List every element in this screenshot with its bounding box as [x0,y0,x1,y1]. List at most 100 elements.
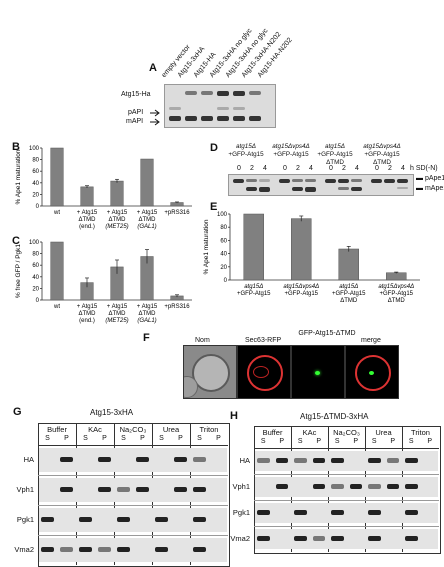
sp-label: S [260,438,266,445]
y-tick-label: 100 [217,212,228,218]
bar [291,218,312,281]
x-tick-label: ΔTMD [138,311,156,317]
y-tick-label: 80 [220,225,227,231]
y-tick-label: 60 [32,169,39,175]
band [257,536,270,541]
timepoint-label: 4 [309,165,313,172]
timepoint-label: 4 [401,165,405,172]
x-tick-label: wt [53,304,60,310]
band [136,457,149,462]
f-title-gfp: GFP-Atg15-ΔTMD [298,330,356,337]
bar [243,213,264,281]
x-tick-label: atg15Δvps4Δ [283,284,319,290]
time-unit-label: h SD(-N) [410,165,438,172]
y-tick-label: 100 [29,146,40,152]
y-tick-label: 40 [220,252,227,258]
band [98,487,111,492]
y-tick-label: 0 [36,298,40,304]
row-label: Pgk1 [232,508,250,517]
group-label: atg15Δvps4Δ [363,143,401,150]
group-label: atg15Δ [325,143,345,150]
sp-label: S [334,438,340,445]
x-tick-label: ΔTMD [78,217,96,223]
row-label-atg15-ha: Atg15-Ha [121,91,151,98]
band [368,458,381,463]
band [331,536,344,541]
y-axis-label: % Ape1 maturation [203,219,210,274]
x-tick-label: (GAL1) [137,224,156,230]
group-label: ΔTMD [326,159,344,166]
row-label-pape1: ▬ pApe1 [416,175,444,182]
timepoint-label: 2 [250,165,254,172]
y-tick-label: 0 [224,278,228,284]
band [331,458,344,463]
band [405,510,418,515]
band [174,457,187,462]
band [41,517,54,522]
y-tick-label: 20 [32,286,39,292]
group-label: +GFP-Atg15 [273,151,309,158]
panel-g-title: Atg15-3xHA [90,408,134,417]
y-axis-label: % Ape1 maturation [15,149,22,204]
group-label: +GFP-Atg15 [364,151,400,158]
x-tick-label: (GAL1) [137,318,156,324]
sp-label: P [353,438,359,445]
y-tick-label: 0 [36,204,40,210]
sp-label: S [121,435,126,442]
band [368,510,381,515]
header-divider [38,445,228,446]
band [117,517,130,522]
x-tick-label: (MET25) [105,224,128,230]
band [331,484,344,489]
panel-h-title: Atg15-ΔTMD-3xHA [300,412,369,421]
blot-strip [255,503,438,523]
panel-f-letter: F [143,332,150,344]
condition-label: Na₂CO₃ [333,428,360,437]
band [257,458,270,463]
x-tick-label: +GFP-Atg15 [332,291,366,297]
panel-a-letter: A [149,62,157,74]
panel-c-letter: C [12,235,20,247]
band [312,484,325,489]
y-tick-label: 100 [29,240,40,246]
bar [140,158,154,207]
x-tick-label: ΔTMD [78,311,96,317]
group-label: ΔTMD [373,159,391,166]
sp-label: S [45,435,50,442]
x-tick-label: ΔTMD [108,217,126,223]
timepoint-label: 0 [329,165,333,172]
x-tick-label: + Atg15 [137,304,158,310]
condition-label: Urea [162,425,180,434]
x-tick-label: +pRS316 [164,210,190,216]
sp-label: S [297,438,303,445]
timepoint-label: 4 [355,165,359,172]
band [294,510,307,515]
condition-label: Triton [199,425,219,434]
x-tick-label: + Atg15 [77,210,98,216]
sp-label: P [390,438,396,445]
band [386,484,399,489]
bar [50,241,64,301]
x-tick-label: (MET25) [105,318,128,324]
panel-d-letter: D [210,142,218,154]
x-tick-label: + Atg15 [137,210,158,216]
band [405,484,418,489]
sp-label: P [140,435,145,442]
y-tick-label: 80 [32,158,39,164]
timepoint-label: 0 [237,165,241,172]
x-tick-label: +GFP-Atg15 [237,291,271,297]
panel-d-blot [228,174,414,196]
timepoint-label: 4 [263,165,267,172]
condition-label: Triton [411,428,430,437]
x-tick-label: +GFP-Atg15 [379,291,413,297]
y-tick-label: 20 [220,265,227,271]
condition-label: Buffer [47,425,67,434]
x-tick-label: (end.) [79,224,95,230]
row-label: HA [23,455,34,464]
sp-label: S [83,435,88,442]
x-tick-label: + Atg15 [107,210,128,216]
band [368,536,381,541]
condition-label: Buffer [262,428,283,437]
blot-strip [255,451,438,471]
